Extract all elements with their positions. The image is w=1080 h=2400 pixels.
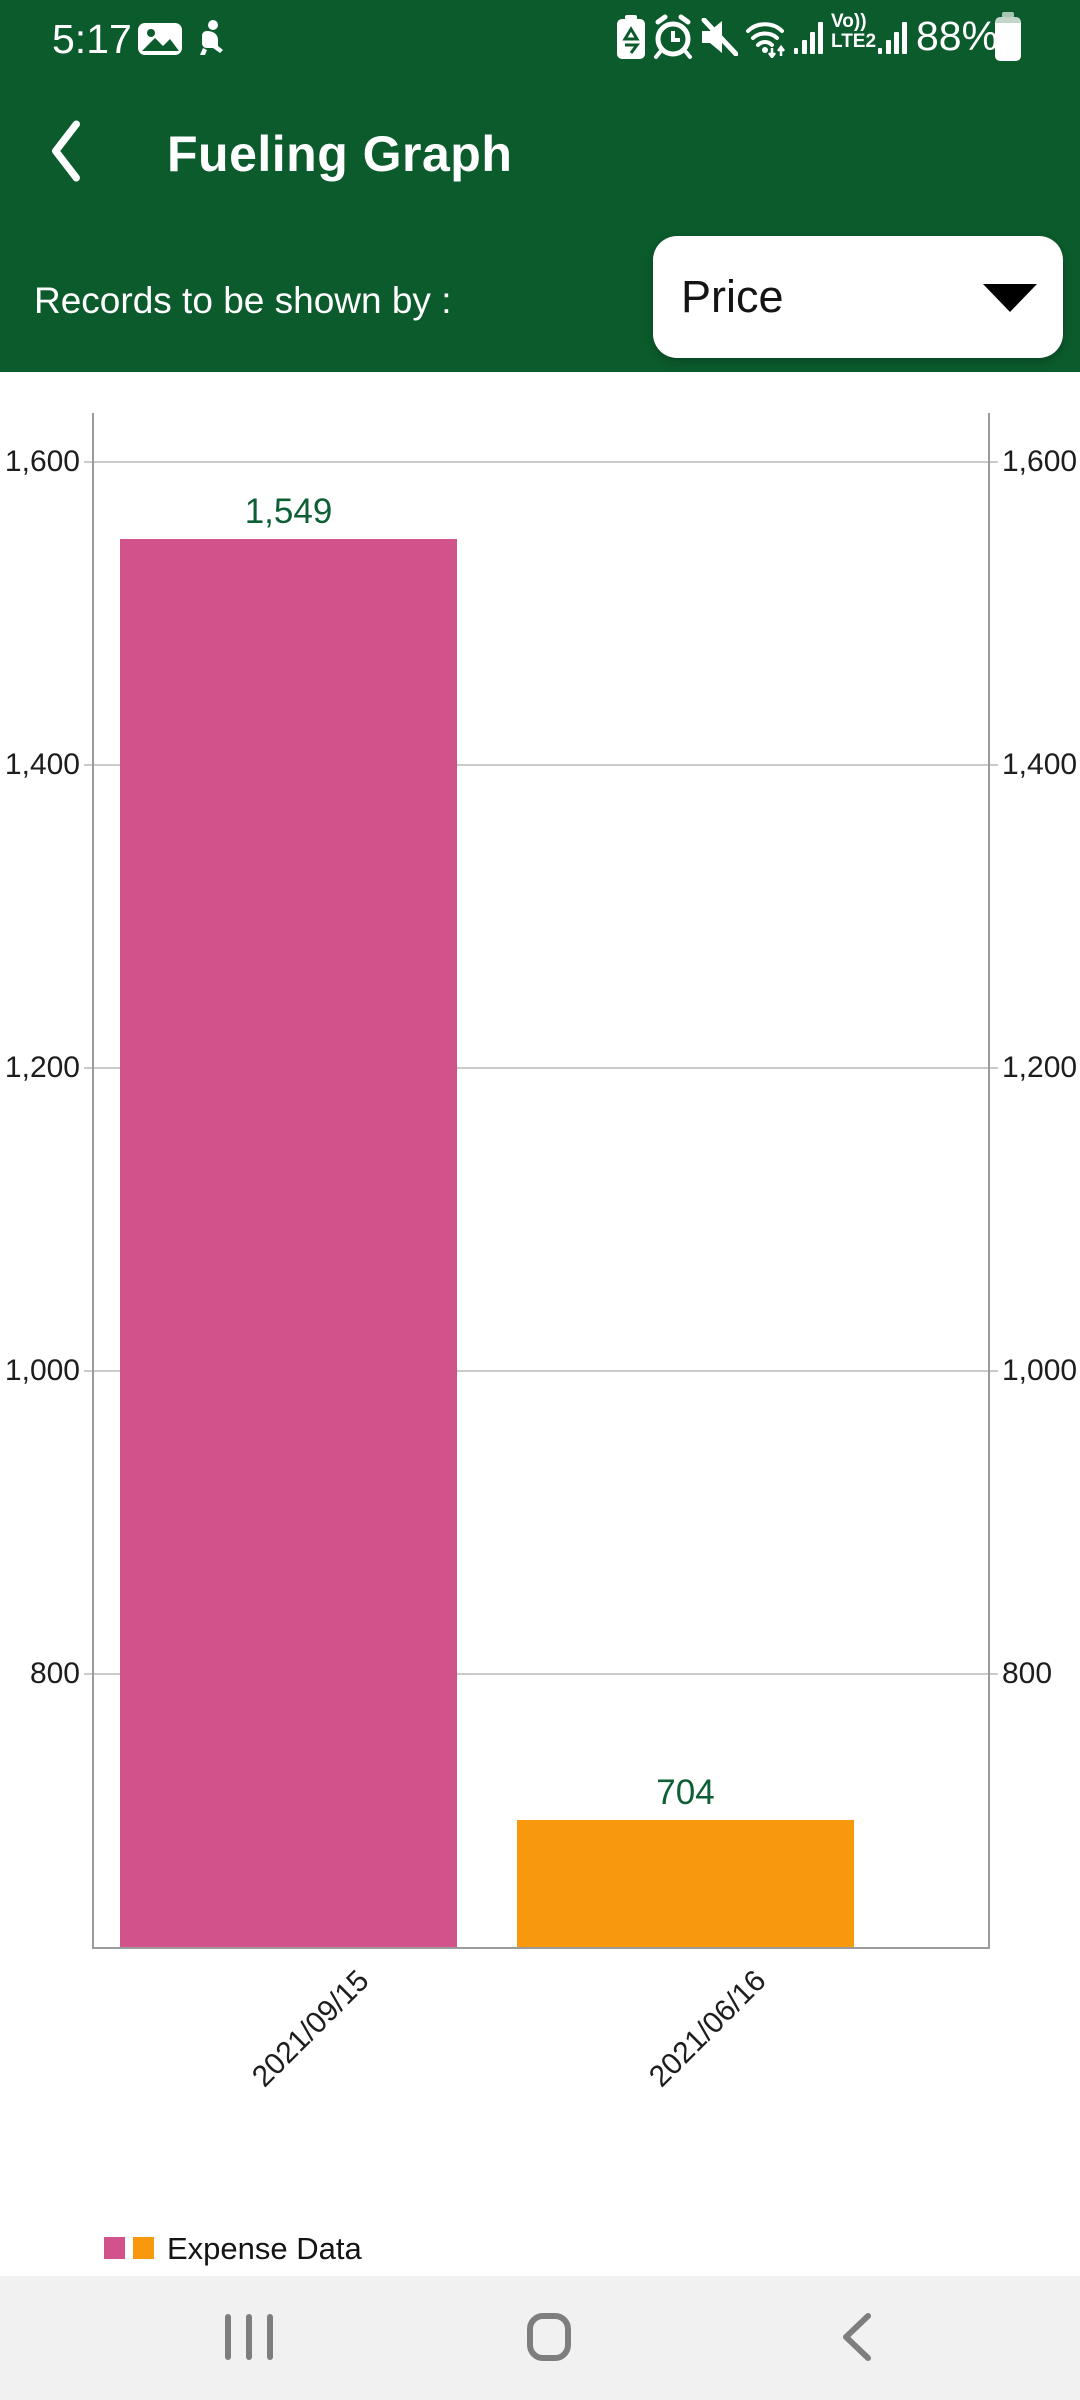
gridline-1,400	[84, 764, 998, 766]
gridline-1,000	[84, 1370, 998, 1372]
app-header: 5:17	[0, 0, 1080, 372]
recents-icon[interactable]	[225, 2314, 273, 2360]
chart-bar-2021/06/16[interactable]	[517, 1820, 854, 1947]
y-axis-line-left	[92, 413, 94, 1949]
signal-icon-2	[878, 22, 907, 54]
y-axis-label-right: 1,400	[1002, 748, 1078, 781]
y-axis-label-left: 800	[29, 1657, 80, 1690]
chart-bar-2021/09/15[interactable]	[120, 539, 457, 1947]
back-button[interactable]	[36, 108, 106, 192]
legend-label: Expense Data	[167, 2231, 362, 2266]
gridline-1,600	[84, 461, 998, 463]
y-axis-label-left: 1,200	[4, 1051, 80, 1084]
battery-percent: 88%	[916, 13, 999, 59]
status-time: 5:17	[52, 16, 132, 62]
x-axis-label: 2021/09/15	[246, 1964, 376, 2094]
alarm-icon	[654, 14, 692, 59]
battery-icon	[995, 12, 1021, 61]
y-axis-label-left: 1,000	[4, 1354, 80, 1387]
y-axis-label-left: 1,600	[4, 445, 80, 478]
volte-line1: Vo))	[831, 11, 867, 32]
person-icon	[200, 20, 223, 55]
x-axis-label: 2021/06/16	[643, 1964, 773, 2094]
gridline-1,200	[84, 1067, 998, 1069]
bar-value-label: 1,549	[244, 492, 333, 531]
records-filter-label: Records to be shown by :	[34, 280, 452, 321]
legend-swatch-pink	[104, 2237, 125, 2259]
y-axis-label-right: 1,600	[1002, 445, 1078, 478]
home-icon[interactable]	[527, 2313, 571, 2361]
x-axis-line	[92, 1947, 990, 1949]
gallery-icon	[138, 23, 182, 55]
legend-swatch-orange	[133, 2237, 154, 2259]
y-axis-label-right: 1,000	[1002, 1354, 1078, 1387]
signal-icon	[794, 22, 823, 54]
system-nav-bar	[0, 2276, 1080, 2400]
y-axis-label-right: 1,200	[1002, 1051, 1078, 1084]
volte-indicator: Vo)) LTE2	[831, 12, 876, 52]
y-axis-label-left: 1,400	[4, 748, 80, 781]
mute-icon	[701, 18, 738, 56]
y-axis-label-right: 800	[1002, 1657, 1053, 1690]
bar-value-label: 704	[656, 1773, 715, 1812]
chevron-left-icon	[52, 120, 80, 182]
page-title: Fueling Graph	[167, 126, 513, 182]
gridline-800	[84, 1673, 998, 1675]
records-filter-dropdown[interactable]: Price	[653, 236, 1063, 358]
y-axis-line-right	[988, 413, 990, 1949]
battery-recycle-icon	[617, 15, 645, 59]
dropdown-selected-value: Price	[681, 271, 784, 322]
chevron-down-icon	[983, 284, 1037, 312]
volte-line2: LTE2	[831, 31, 877, 52]
back-icon[interactable]	[838, 2312, 878, 2362]
wifi-icon	[746, 22, 785, 58]
